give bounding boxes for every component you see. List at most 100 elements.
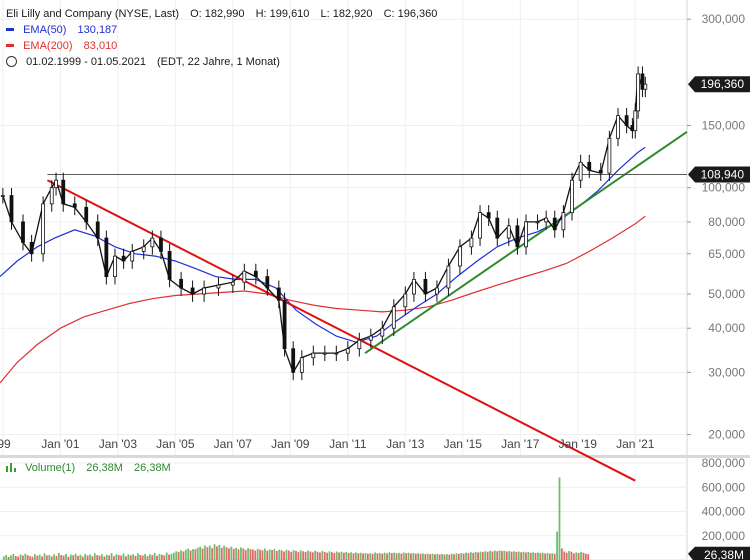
volume-bar (460, 552, 463, 560)
volume-bar (429, 554, 432, 560)
volume-bar (323, 551, 326, 560)
volume-bar (400, 553, 403, 560)
volume-bar (347, 552, 350, 560)
price-candle-body (72, 203, 77, 208)
volume-bar (345, 551, 348, 560)
volume-bar (144, 553, 146, 560)
volume-bar (132, 554, 135, 560)
low-label: L: (320, 8, 330, 20)
volume-bar (338, 552, 341, 560)
volume-bar (412, 552, 415, 560)
volume-bar (187, 548, 190, 560)
price-candle-body (587, 161, 592, 171)
volume-bar (268, 549, 271, 560)
volume-bar (371, 553, 374, 560)
volume-bar (311, 552, 314, 560)
volume-bar (153, 552, 156, 560)
price-tick-label: 300,000 (702, 12, 746, 26)
volume-bar (505, 551, 508, 560)
legend-ema50-row[interactable]: EMA(50) 130,187 (6, 22, 117, 38)
price-candle-body (495, 217, 500, 239)
volume-bar (81, 556, 84, 560)
price-candle-body (291, 348, 296, 373)
trendline-downtrend (46, 179, 636, 482)
price-candle-body (121, 255, 126, 262)
volume-bar (19, 554, 22, 560)
volume-bar (36, 555, 39, 560)
price-tick-label: 80,000 (708, 215, 745, 229)
volume-bar (287, 550, 290, 560)
price-candle-body (643, 83, 648, 90)
time-tick-label: Jan '07 (214, 437, 253, 451)
volume-bar (101, 554, 103, 560)
volume-bar (343, 552, 345, 560)
legend-volume-row[interactable]: Volume(1) 26,38M 26,38M (6, 462, 171, 474)
volume-bar (251, 549, 254, 560)
volume-bar (41, 556, 43, 560)
volume-bar (422, 553, 424, 560)
volume-bar (299, 550, 302, 560)
volume-bar (98, 555, 101, 560)
price-candle-body (607, 137, 612, 174)
volume-bar (165, 552, 168, 560)
level-marker-badge-label: 108,940 (701, 168, 745, 182)
volume-bar (17, 556, 20, 560)
ema200-swatch-icon (6, 43, 14, 47)
time-tick-label: '99 (0, 437, 11, 451)
volume-badge (688, 546, 750, 560)
volume-bar (24, 553, 27, 560)
volume-bar (12, 553, 15, 560)
volume-bar (572, 553, 575, 560)
time-tick-label: Jan '19 (559, 437, 598, 451)
volume-bar (453, 554, 455, 560)
date-range: 01.02.1999 - 01.05.2021 (26, 56, 146, 68)
volume-bar (319, 552, 321, 560)
volume-bar (469, 552, 472, 560)
volume-bar (539, 553, 542, 560)
volume-bar (151, 555, 154, 560)
volume-bar (587, 554, 590, 560)
legend-ema200-row[interactable]: EMA(200) 83,010 (6, 38, 117, 54)
price-candle-body (21, 221, 25, 243)
volume-badge-label: 26,38M (704, 548, 744, 560)
volume-bar (211, 548, 214, 560)
volume-bar (228, 548, 230, 560)
volume-bar (77, 555, 79, 560)
price-candle-body (282, 299, 287, 350)
time-tick-label: Jan '03 (99, 437, 138, 451)
price-candle-body (524, 221, 528, 248)
volume-bar (247, 548, 249, 560)
time-tick-label: Jan '21 (616, 437, 655, 451)
volume-bar (410, 553, 412, 560)
price-candle-body (104, 237, 109, 278)
price-candle-body (469, 237, 474, 248)
volume-bar (160, 554, 163, 560)
price-candle-body (9, 195, 14, 223)
price-tick-label: 40,000 (708, 321, 745, 335)
volume-bar (180, 550, 182, 560)
volume-bar (196, 547, 199, 560)
volume-bar (79, 554, 82, 560)
volume-bar (376, 553, 379, 560)
volume-bar (529, 552, 532, 560)
volume-bar (69, 554, 72, 560)
volume-bar (424, 554, 427, 560)
open-value: 182,990 (204, 8, 245, 20)
volume-bar (515, 551, 518, 560)
volume-bar (45, 555, 48, 560)
price-candle-body (345, 348, 350, 354)
volume-bar (53, 554, 55, 560)
volume-bars-icon (6, 462, 17, 472)
price-candle-body (515, 225, 520, 248)
volume-bar (204, 545, 206, 560)
volume-bar (496, 551, 499, 560)
volume-bar (326, 552, 329, 560)
ema200-line (0, 215, 646, 384)
volume-bar (352, 553, 355, 560)
volume-bar (74, 553, 77, 560)
price-candle-body (535, 221, 540, 224)
price-candle-body (49, 187, 54, 205)
volume-bar (302, 551, 305, 560)
volume-bar (331, 552, 333, 560)
